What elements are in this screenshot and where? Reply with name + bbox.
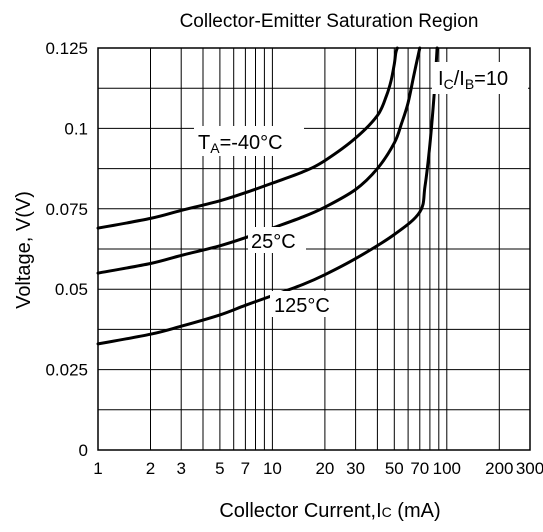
x-tick-label: 5 (215, 459, 224, 478)
series-line-0 (96, 46, 399, 230)
series-line-1 (96, 46, 422, 275)
ratio-label-ib-sub: B (465, 76, 474, 92)
ratio-label-ic-sub: C (444, 76, 454, 92)
ta-label-t: T (198, 132, 210, 154)
grid (97, 47, 531, 451)
y-tick-label: 0.125 (45, 39, 88, 58)
x-tick-label: 200 (485, 459, 513, 478)
x-tick-label: 3 (176, 459, 185, 478)
y-tick-label: 0.05 (55, 280, 88, 299)
x-tick-label: 2 (146, 459, 155, 478)
label-25c: 25°C (251, 231, 296, 253)
y-tick-label: 0.1 (64, 119, 88, 138)
x-axis-title-unit: (mA) (392, 500, 441, 522)
ta-label-bg (194, 126, 304, 156)
ratio-label-ic: I (438, 68, 444, 90)
annotations: IC/IB=10 TA=-40°C 25°C 125°C (194, 62, 528, 317)
ratio-label-ib: /I (454, 68, 465, 90)
ta-label-sub: A (210, 140, 220, 156)
label-25c-bg (248, 227, 306, 253)
ratio-label-value: =10 (474, 68, 508, 90)
x-tick-label: 300 (516, 459, 543, 478)
plot-frame (97, 47, 531, 451)
x-axis-title-main: Collector Current,I (219, 500, 381, 522)
x-axis-title-sub: C (382, 504, 392, 520)
y-tick-label: 0.075 (45, 200, 88, 219)
x-tick-label: 7 (241, 459, 250, 478)
ta-label: TA=-40°C (198, 132, 283, 156)
y-tick-labels: 0 0.025 0.05 0.075 0.1 0.125 (45, 39, 88, 460)
x-tick-label: 30 (346, 459, 365, 478)
x-tick-label: 10 (263, 459, 282, 478)
ratio-label-bg (432, 62, 528, 94)
x-tick-labels: 1 2 3 5 7 10 20 30 50 70 100 200 300 (93, 459, 543, 478)
y-tick-label: 0 (79, 441, 88, 460)
x-axis-title: Collector Current,IC (mA) (219, 500, 440, 522)
y-tick-label: 0.025 (45, 361, 88, 380)
y-axis-title: Voltage, V(V) (13, 191, 35, 309)
ratio-label: IC/IB=10 (438, 68, 508, 92)
label-125c: 125°C (274, 295, 330, 317)
label-125c-bg (270, 291, 342, 317)
series-lines (96, 46, 439, 346)
x-tick-label: 1 (93, 459, 102, 478)
x-tick-label: 70 (410, 459, 429, 478)
series-line-2 (96, 46, 439, 346)
x-tick-label: 50 (385, 459, 404, 478)
x-tick-label: 100 (433, 459, 461, 478)
chart-title: Collector-Emitter Saturation Region (180, 11, 479, 32)
x-tick-label: 20 (315, 459, 334, 478)
ta-label-value: =-40°C (220, 132, 283, 154)
